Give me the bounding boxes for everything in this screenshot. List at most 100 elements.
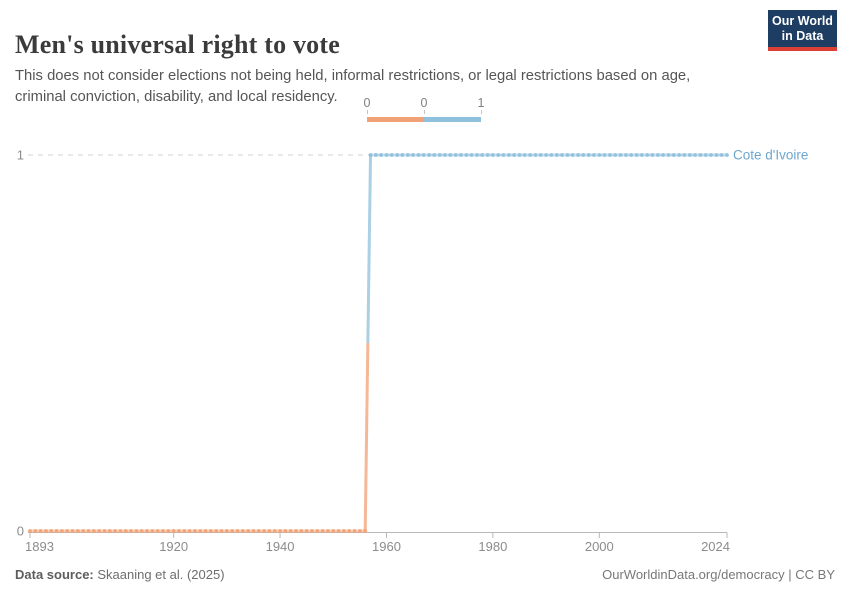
data-point: [44, 529, 48, 533]
owid-logo[interactable]: Our World in Data: [768, 10, 837, 51]
data-point: [326, 529, 330, 533]
data-point: [299, 529, 304, 533]
data-point: [586, 153, 591, 157]
data-point: [725, 153, 729, 157]
data-point: [517, 153, 522, 157]
data-point: [549, 153, 554, 157]
data-point: [703, 153, 708, 157]
color-scale-legend: 0 0 1: [0, 96, 850, 126]
data-point: [209, 529, 213, 533]
data-point: [246, 529, 251, 533]
data-point: [624, 153, 628, 157]
owid-logo-line1: Our World: [772, 13, 833, 28]
x-axis-tick-label: 1920: [159, 539, 188, 554]
data-point: [666, 153, 671, 157]
data-point: [352, 529, 357, 533]
data-point: [331, 529, 336, 533]
data-point: [400, 153, 405, 157]
x-axis-tick-label: 1980: [478, 539, 507, 554]
data-point: [102, 529, 107, 533]
data-point: [60, 529, 64, 533]
x-axis-tick-label: 2024: [701, 539, 730, 554]
data-source: Data source: Skaaning et al. (2025): [15, 567, 225, 582]
data-point: [464, 153, 469, 157]
data-point: [432, 153, 437, 157]
data-point: [278, 529, 282, 533]
data-point: [65, 529, 70, 533]
data-point: [490, 153, 495, 157]
data-source-value: Skaaning et al. (2025): [93, 567, 225, 582]
y-axis-tick-label: 1: [17, 148, 24, 163]
series-connector: [363, 342, 370, 532]
data-point: [714, 153, 719, 157]
entity-label[interactable]: Cote d'Ivoire: [733, 148, 808, 163]
data-point: [645, 153, 650, 157]
data-point: [150, 529, 155, 533]
x-axis-tick-label: 1940: [266, 539, 295, 554]
data-point: [38, 529, 43, 533]
data-point: [480, 153, 485, 157]
data-point: [602, 153, 607, 157]
data-point: [272, 529, 277, 533]
y-axis-tick-label: 0: [17, 524, 24, 539]
data-point: [629, 153, 634, 157]
data-point: [357, 529, 362, 533]
data-point: [113, 529, 118, 533]
data-point: [650, 153, 655, 157]
data-point: [49, 529, 54, 533]
x-axis-tick-label: 2000: [585, 539, 614, 554]
data-point: [373, 153, 378, 157]
data-point: [496, 153, 501, 157]
legend-tick: [424, 110, 425, 114]
legend-bar-value-1: [424, 117, 481, 122]
data-point: [70, 529, 75, 533]
data-point: [528, 153, 533, 157]
data-point: [123, 529, 128, 533]
data-point: [283, 529, 288, 533]
data-source-label: Data source:: [15, 567, 94, 582]
data-point: [86, 529, 91, 533]
data-point: [693, 153, 697, 157]
data-point: [214, 529, 219, 533]
data-point: [597, 153, 602, 157]
data-point: [320, 529, 325, 533]
legend-tick: [367, 110, 368, 114]
data-point: [560, 153, 564, 157]
data-point: [554, 153, 559, 157]
data-point: [682, 153, 687, 157]
data-point: [347, 529, 352, 533]
data-point: [538, 153, 543, 157]
data-point: [576, 153, 580, 157]
data-point: [97, 529, 102, 533]
data-point: [592, 153, 596, 157]
data-point: [379, 153, 384, 157]
data-point: [581, 153, 586, 157]
data-point: [661, 153, 666, 157]
data-point: [443, 153, 447, 157]
data-point: [251, 529, 256, 533]
data-point: [129, 529, 133, 533]
data-point: [459, 153, 463, 157]
data-point: [230, 529, 235, 533]
data-point: [427, 153, 431, 157]
data-point: [608, 153, 612, 157]
data-point: [677, 153, 682, 157]
data-point: [437, 153, 442, 157]
data-point: [533, 153, 538, 157]
data-point: [139, 529, 144, 533]
data-point: [155, 529, 160, 533]
data-point: [416, 153, 421, 157]
data-point: [304, 529, 309, 533]
data-point: [134, 529, 139, 533]
data-point: [506, 153, 511, 157]
data-point: [81, 529, 86, 533]
data-point: [719, 153, 724, 157]
legend-label-mid: 0: [420, 96, 428, 110]
legend-tick: [481, 110, 482, 114]
data-point: [240, 529, 245, 533]
data-point: [256, 529, 261, 533]
owid-url-link[interactable]: OurWorldinData.org/democracy | CC BY: [602, 567, 835, 582]
data-point: [224, 529, 229, 533]
legend-label-max: 1: [477, 96, 485, 110]
